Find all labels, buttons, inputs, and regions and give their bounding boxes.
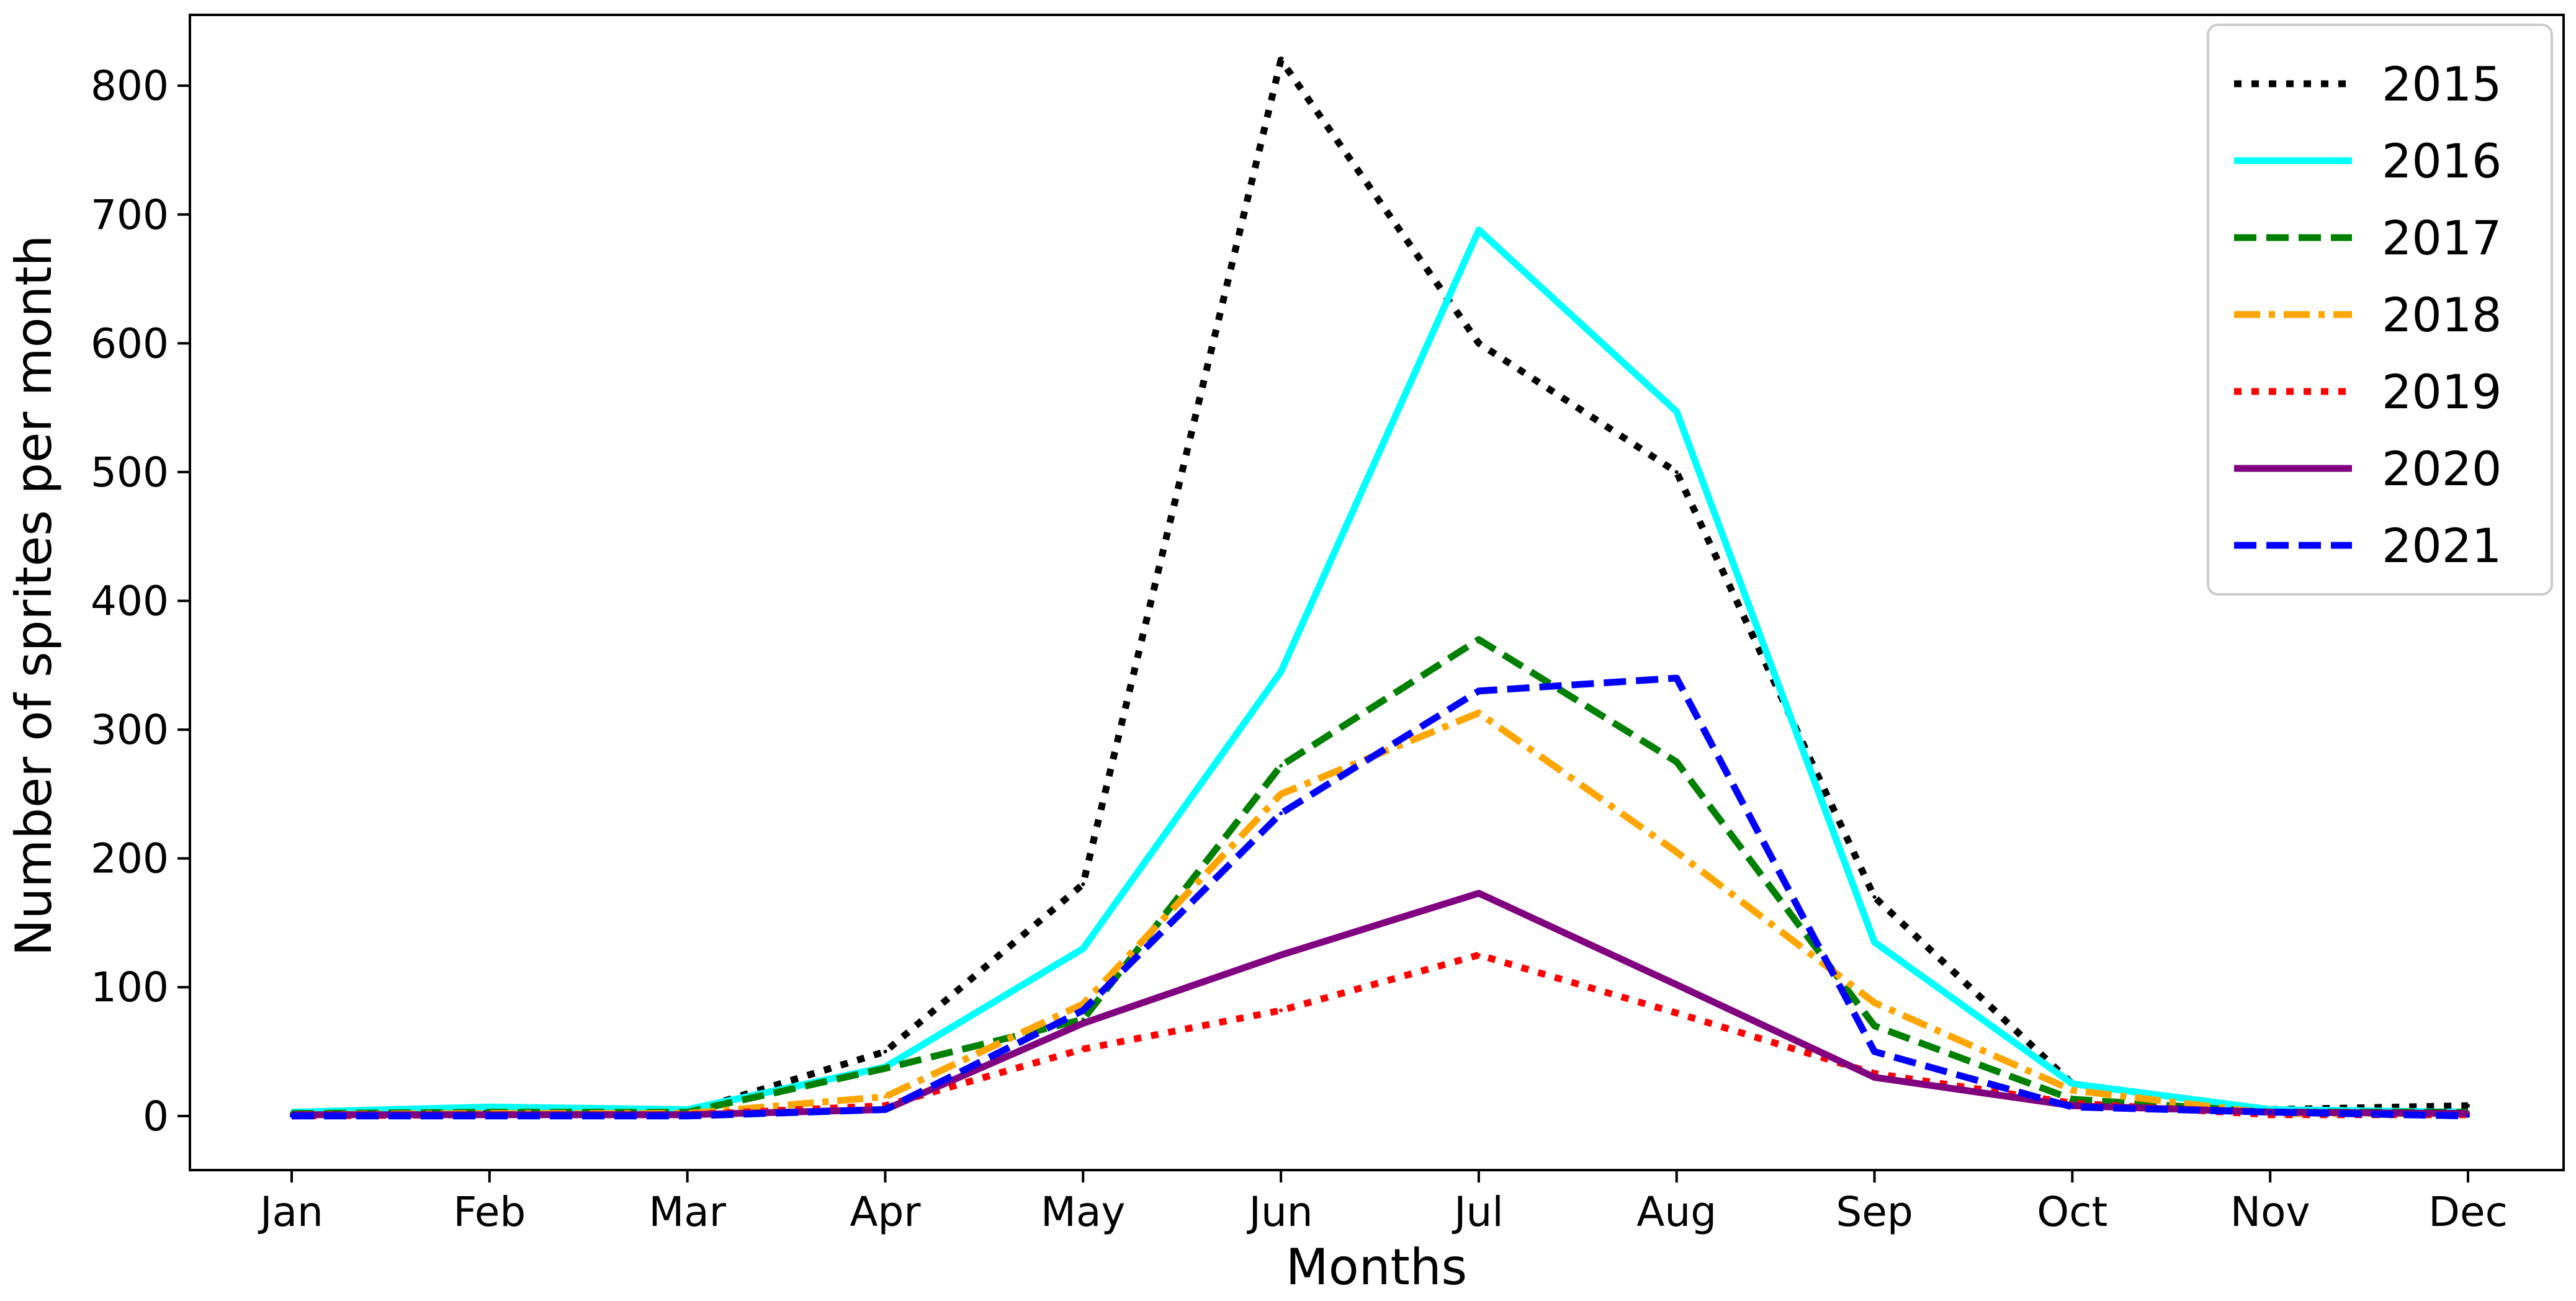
y-tick-label: 400 (91, 577, 169, 625)
x-axis-title: Months (1286, 1238, 1467, 1296)
x-tick-label: Dec (2428, 1188, 2508, 1236)
data-point-2017-Apr (883, 1066, 887, 1070)
data-point-2016-Jun (1279, 669, 1283, 674)
series-line-2020 (292, 890, 2469, 1119)
y-tick-label: 200 (91, 835, 169, 883)
x-tick-label: Sep (1836, 1188, 1913, 1236)
legend-label-2019: 2019 (2382, 364, 2502, 419)
data-point-2021-Jul (1476, 689, 1481, 693)
data-point-2020-Jun (1279, 953, 1283, 957)
data-point-2021-Mar (685, 1114, 689, 1118)
legend-label-2020: 2020 (2382, 441, 2502, 496)
x-tick-label: May (1041, 1188, 1125, 1236)
data-point-2021-May (1081, 1008, 1085, 1013)
data-point-2015-Apr (883, 1050, 887, 1053)
data-point-2016-Jul (1476, 228, 1481, 232)
data-point-2018-Sep (1872, 1001, 1877, 1005)
data-point-2015-Jul (1476, 341, 1481, 346)
data-point-2021-Oct (2070, 1105, 2075, 1109)
series-line-2016 (291, 226, 2469, 1116)
x-tick-label: Apr (850, 1188, 921, 1236)
data-point-2017-Jun (1279, 764, 1283, 768)
y-axis: 0 100 200 300 400 500 600 700 800 (91, 62, 190, 1140)
x-tick-label: Mar (648, 1188, 726, 1236)
data-point-2021-Dec (2466, 1114, 2470, 1118)
legend-label-2021: 2021 (2382, 518, 2502, 573)
data-point-2017-Jul (1476, 637, 1481, 642)
y-axis-title: Number of sprites per month (5, 235, 63, 957)
data-point-2018-Jul (1476, 711, 1481, 715)
data-point-2017-Aug (1674, 760, 1679, 764)
y-tick-label: 300 (91, 706, 169, 754)
data-point-2017-Oct (2070, 1097, 2075, 1101)
data-point-2016-Oct (2070, 1081, 2075, 1086)
x-tick-label: Feb (453, 1188, 526, 1236)
series-lines (290, 56, 2470, 1120)
data-point-2020-Dec (2466, 1111, 2470, 1115)
data-point-2019-Aug (1674, 1011, 1679, 1015)
x-axis: Jan Feb Mar Apr May Jun Jul Aug Sep Oct Nov Dec (258, 1170, 2508, 1236)
data-point-2018-Oct (2070, 1088, 2075, 1093)
y-tick-label: 800 (91, 62, 169, 110)
data-point-2015-Dec (2466, 1104, 2470, 1108)
data-point-2015-Jun (1279, 58, 1283, 62)
data-point-2021-Jan (290, 1114, 294, 1118)
data-point-2020-Aug (1674, 983, 1679, 987)
data-point-2020-Jul (1476, 891, 1481, 895)
data-point-2021-Sep (1872, 1050, 1877, 1053)
data-point-2021-Feb (487, 1114, 491, 1118)
x-tick-label: Jan (258, 1188, 323, 1236)
legend: 2015 2016 2017 2018 2019 2020 2021 (2207, 24, 2553, 596)
x-tick-label: Aug (1636, 1188, 1717, 1236)
data-point-2019-May (1081, 1047, 1085, 1051)
data-point-2019-Jul (1476, 953, 1481, 957)
data-point-2019-Jun (1279, 1008, 1283, 1013)
data-point-2021-Aug (1674, 676, 1679, 680)
data-point-2021-Nov (2268, 1110, 2273, 1114)
y-tick-label: 0 (143, 1093, 169, 1140)
y-tick-label: 700 (91, 191, 169, 239)
y-tick-label: 500 (91, 449, 169, 496)
data-point-2017-Sep (1872, 1024, 1877, 1028)
data-point-2015-Sep (1872, 895, 1877, 899)
legend-label-2017: 2017 (2382, 210, 2502, 266)
data-point-2018-Aug (1674, 850, 1679, 854)
data-point-2015-Aug (1674, 470, 1679, 474)
x-tick-label: Oct (2037, 1188, 2107, 1236)
data-point-2021-Apr (883, 1107, 887, 1112)
series-line-2017 (291, 636, 2468, 1117)
data-point-2020-Sep (1872, 1075, 1877, 1080)
data-point-2020-May (1081, 1021, 1085, 1026)
data-point-2018-Apr (883, 1094, 887, 1099)
data-point-2016-Aug (1674, 409, 1679, 414)
x-tick-label: Jul (1452, 1188, 1504, 1236)
data-point-2016-Sep (1872, 940, 1877, 944)
data-point-2016-May (1081, 947, 1085, 950)
data-point-2016-Feb (487, 1105, 491, 1109)
legend-label-2016: 2016 (2382, 133, 2502, 189)
legend-box (2207, 24, 2553, 596)
data-point-2018-Jun (1279, 792, 1283, 796)
series-line-2021 (292, 674, 2469, 1120)
y-tick-label: 600 (91, 320, 169, 367)
y-tick-label: 100 (91, 963, 169, 1011)
data-point-2015-May (1081, 882, 1085, 887)
legend-label-2015: 2015 (2382, 56, 2502, 112)
plot-frame (189, 14, 2565, 1171)
data-point-2021-Jun (1279, 811, 1283, 815)
series-line-2015 (291, 56, 2469, 1117)
legend-label-2018: 2018 (2382, 287, 2502, 342)
x-tick-label: Nov (2230, 1188, 2310, 1236)
x-tick-label: Jun (1247, 1188, 1313, 1236)
series-line-2018 (291, 709, 2468, 1119)
